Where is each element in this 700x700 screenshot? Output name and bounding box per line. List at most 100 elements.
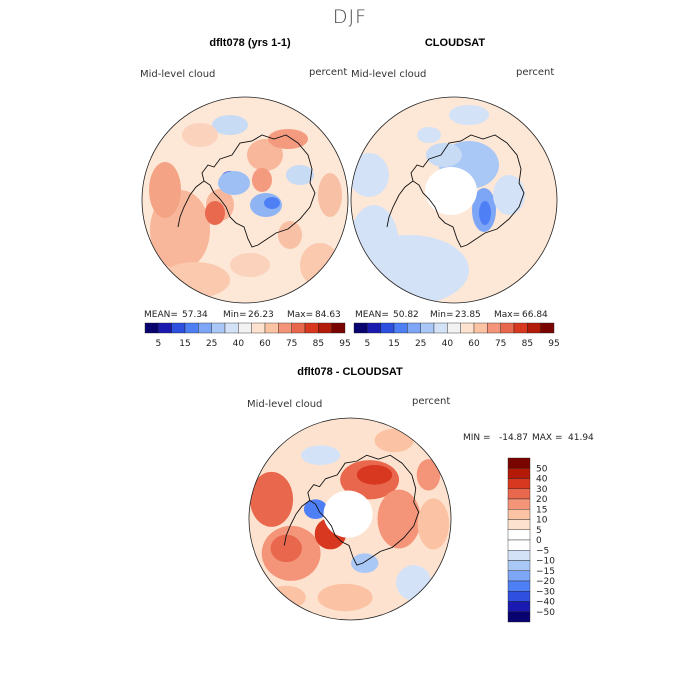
field-patch [374,428,414,453]
colorbar-swatch [278,322,292,334]
panel-1-max-value: 84.63 [315,310,341,320]
panel-2-mean-value: 50.82 [393,310,419,320]
colorbar-swatch [507,601,531,612]
panel-2-title: CLOUDSAT [424,37,486,49]
colorbar-tick-label: 15 [388,339,399,349]
colorbar-swatch [353,322,368,334]
colorbar-tick-label: 85 [522,339,533,349]
colorbar-tick-label: 95 [548,339,559,349]
colorbar-swatch [487,322,501,334]
panel-2-units-label: percent [516,67,555,78]
field-patch [300,445,341,466]
colorbar-swatch [291,322,306,334]
colorbar-swatch [198,322,212,334]
colorbar-swatch [507,457,531,469]
panel-1-min-value: 26.23 [248,310,274,320]
field-patch [479,201,491,225]
panel-1-units-label: percent [309,67,348,78]
panel-1-mean-value: 57.34 [182,310,208,320]
field-patch [264,197,280,209]
colorbar-swatch [507,570,531,582]
colorbar-tick-label: 30 [536,485,548,495]
colorbar-swatch [527,322,541,334]
colorbar-swatch [367,322,381,334]
panel-3-variable-label: Mid-level cloud [247,399,323,410]
panel-1-max-label: Max= [287,310,314,320]
colorbar-tick-label: −5 [536,546,549,556]
colorbar-tick-label: 0 [536,536,542,546]
colorbar-tick-label: −30 [536,587,555,597]
panel-3-max-value: 41.94 [568,433,594,443]
panel-1-mean-label: MEAN= [144,310,178,320]
colorbar-tick-label: 75 [286,339,297,349]
field-patches [149,115,342,298]
colorbar-tick-label: 40 [536,475,548,485]
panel-2-polar-map [350,96,558,304]
panel-3-min-label: MIN = [463,433,491,443]
antarctic-peninsula [283,500,311,546]
colorbar-tick-label: 5 [536,526,542,536]
field-patch [493,175,525,215]
colorbar-swatch [507,550,531,561]
colorbar-swatch [507,509,531,520]
colorbar-tick-label: −40 [536,598,555,608]
colorbar-tick-label: 5 [364,339,370,349]
colorbar-tick-label: 25 [206,339,217,349]
field-patch [416,459,441,491]
panel-2-max-value: 66.84 [522,310,548,320]
colorbar-swatch [507,468,531,479]
colorbar-tick-label: −50 [536,608,555,618]
field-patch [160,262,230,298]
panel-3-polar-map [248,417,452,621]
field-patch [356,465,393,485]
field-patch [449,105,489,125]
colorbar-swatch [507,529,531,541]
field-patch [300,243,340,287]
panel-2-max-label: Max= [494,310,521,320]
colorbar-swatch [507,488,531,500]
colorbar-swatch [393,322,408,334]
colorbar-swatch [507,560,531,571]
panel-1-variable-label: Mid-level cloud [140,69,216,80]
colorbar-swatch [144,322,159,334]
map-border [350,96,558,304]
field-patch [318,173,342,217]
colorbar-swatch [507,519,531,530]
field-patch [286,165,314,185]
page-title: DJF [332,6,368,28]
colorbar-tick-label: 95 [339,339,350,349]
colorbar-tick-label: 60 [259,339,271,349]
field-patch [182,123,218,147]
map-border [248,417,452,621]
colorbar-swatch [158,322,172,334]
colorbar-tick-label: −20 [536,577,555,587]
field-patch [205,201,225,225]
field-patch [317,583,373,612]
field-patch [351,153,389,197]
colorbar-swatch [224,322,239,334]
panel-2-mean-label: MEAN= [355,310,389,320]
panel-3-units-label: percent [412,396,451,407]
field-patch [252,168,272,192]
colorbar-tick-label: 10 [536,516,548,526]
colorbar-swatch [507,611,531,623]
antarctica-coastline [410,134,525,248]
colorbar-swatch [407,322,421,334]
colorbar-swatch [211,322,226,334]
colorbar-tick-label: 60 [468,339,480,349]
field-patch [350,553,379,573]
colorbar-tick-label: 5 [155,339,161,349]
panel-1-title: dflt078 (yrs 1-1) [209,37,291,49]
field-patch [417,498,450,550]
panel-1-colorbar: 5 15 25 40 60 75 85 95 [144,322,351,349]
colorbar-tick-label: 40 [233,339,245,349]
field-patch [230,253,270,277]
colorbar-tick-label: 50 [536,464,548,474]
colorbar-swatch [473,322,488,334]
colorbar-swatch [540,322,555,334]
field-patch [247,139,283,171]
field-patch [218,171,250,195]
colorbar-swatch [507,580,531,592]
colorbar-swatch [513,322,528,334]
